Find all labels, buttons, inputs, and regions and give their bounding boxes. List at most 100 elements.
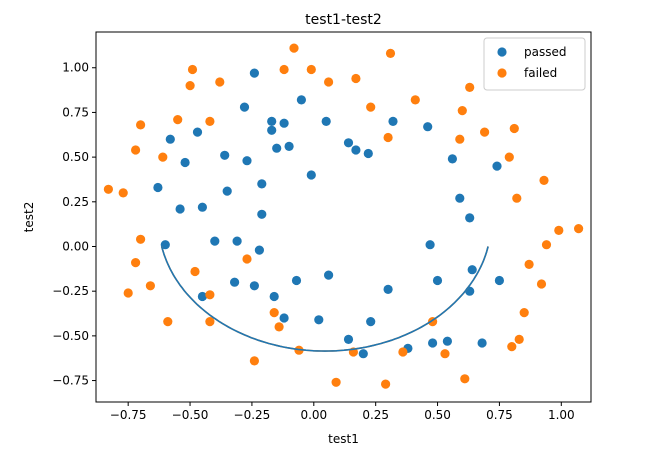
data-point-failed bbox=[123, 288, 133, 298]
data-point-passed bbox=[279, 313, 289, 323]
data-point-failed bbox=[457, 106, 467, 116]
legend-label-failed: failed bbox=[524, 66, 557, 80]
data-point-failed bbox=[136, 120, 146, 130]
data-point-passed bbox=[249, 281, 259, 291]
data-point-passed bbox=[239, 102, 250, 112]
data-point-failed bbox=[366, 102, 376, 112]
data-point-failed bbox=[173, 115, 183, 125]
data-point-passed bbox=[192, 127, 203, 137]
data-point-passed bbox=[222, 186, 232, 196]
data-point-failed bbox=[460, 374, 470, 384]
data-point-failed bbox=[539, 175, 549, 185]
data-point-failed bbox=[351, 73, 361, 84]
data-point-failed bbox=[163, 317, 173, 327]
x-tick-label: 0.00 bbox=[300, 408, 327, 422]
data-point-passed bbox=[210, 236, 220, 246]
data-point-passed bbox=[366, 317, 376, 327]
data-point-passed bbox=[447, 154, 457, 164]
y-tick-label: −0.50 bbox=[52, 329, 89, 343]
data-point-failed bbox=[440, 349, 450, 359]
data-point-failed bbox=[480, 127, 490, 137]
data-point-passed bbox=[180, 157, 190, 168]
data-point-passed bbox=[232, 236, 242, 246]
y-tick-label: 0.25 bbox=[62, 195, 89, 209]
y-tick-label: −0.75 bbox=[52, 374, 89, 388]
data-point-passed bbox=[175, 204, 185, 214]
data-point-passed bbox=[249, 68, 259, 78]
data-point-failed bbox=[398, 347, 408, 357]
data-point-failed bbox=[504, 152, 514, 162]
data-point-passed bbox=[296, 95, 306, 105]
data-point-failed bbox=[205, 317, 215, 327]
data-point-failed bbox=[574, 224, 584, 234]
data-point-passed bbox=[257, 209, 267, 219]
data-point-failed bbox=[514, 334, 524, 344]
data-point-passed bbox=[324, 270, 334, 280]
data-point-failed bbox=[187, 64, 198, 75]
data-point-passed bbox=[279, 118, 289, 128]
plot-frame bbox=[95, 31, 592, 403]
x-tick-label: 0.75 bbox=[486, 408, 513, 422]
legend-label-passed: passed bbox=[524, 45, 566, 59]
x-tick-label: −0.75 bbox=[110, 408, 147, 422]
data-point-passed bbox=[230, 277, 240, 287]
data-point-failed bbox=[324, 77, 334, 87]
data-point-failed bbox=[383, 132, 393, 143]
data-point-failed bbox=[118, 188, 128, 198]
data-point-passed bbox=[321, 116, 331, 126]
legend-marker-failed bbox=[497, 68, 507, 78]
data-point-passed bbox=[494, 275, 504, 286]
data-point-failed bbox=[385, 48, 396, 59]
data-point-failed bbox=[205, 290, 215, 300]
x-tick-label: −0.25 bbox=[234, 408, 271, 422]
data-point-passed bbox=[465, 213, 475, 223]
legend-marker-passed bbox=[497, 47, 507, 57]
data-point-failed bbox=[274, 322, 284, 332]
data-point-passed bbox=[267, 116, 277, 126]
data-point-passed bbox=[242, 156, 252, 166]
legend: passed failed bbox=[483, 37, 586, 91]
data-point-passed bbox=[343, 334, 354, 344]
data-point-failed bbox=[507, 342, 517, 352]
data-point-failed bbox=[269, 308, 279, 318]
data-point-passed bbox=[425, 240, 435, 250]
y-tick-label: −0.25 bbox=[52, 284, 89, 298]
chart-title: test1-test2 bbox=[305, 12, 382, 28]
data-point-passed bbox=[272, 143, 282, 153]
data-point-failed bbox=[145, 281, 155, 291]
data-point-passed bbox=[153, 182, 163, 193]
data-point-passed bbox=[423, 122, 433, 132]
data-point-failed bbox=[512, 193, 522, 203]
data-point-passed bbox=[442, 336, 452, 346]
data-point-failed bbox=[554, 225, 564, 235]
data-point-passed bbox=[428, 338, 438, 348]
data-point-failed bbox=[410, 95, 420, 105]
data-point-passed bbox=[358, 349, 368, 359]
data-point-failed bbox=[215, 77, 225, 87]
data-point-failed bbox=[131, 258, 141, 268]
data-point-failed bbox=[541, 240, 552, 250]
plot-area bbox=[103, 43, 584, 389]
data-point-passed bbox=[269, 291, 279, 302]
data-point-passed bbox=[306, 170, 316, 180]
data-point-passed bbox=[343, 138, 354, 148]
data-point-passed bbox=[465, 286, 475, 296]
y-tick-label: 0.00 bbox=[62, 239, 89, 253]
data-point-passed bbox=[383, 284, 393, 294]
data-point-passed bbox=[455, 193, 465, 203]
data-point-failed bbox=[279, 64, 289, 75]
data-point-failed bbox=[131, 145, 141, 155]
x-tick-label: 0.50 bbox=[424, 408, 451, 422]
x-tick-label: 1.00 bbox=[548, 408, 575, 422]
data-point-passed bbox=[477, 338, 487, 348]
data-point-failed bbox=[509, 123, 519, 134]
data-point-failed bbox=[249, 356, 259, 366]
data-point-passed bbox=[363, 148, 373, 159]
data-point-passed bbox=[254, 245, 264, 255]
x-axis-label: test1 bbox=[328, 432, 359, 446]
data-point-passed bbox=[197, 291, 207, 302]
x-tick-label: −0.50 bbox=[172, 408, 209, 422]
data-point-failed bbox=[524, 259, 534, 269]
data-point-passed bbox=[160, 240, 170, 250]
